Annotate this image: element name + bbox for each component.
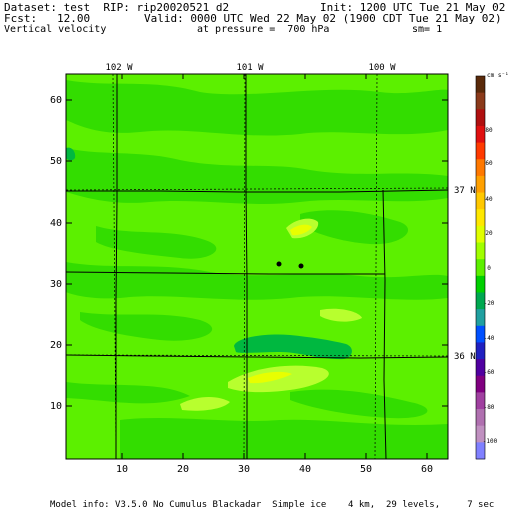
political-boundaries: [66, 74, 448, 459]
colorbar-swatch: [476, 125, 485, 144]
x-tick-label: 10: [116, 464, 128, 475]
colorbar-swatch: [476, 292, 485, 310]
valid-time-label: Valid: 0000 UTC Wed 22 May 02 (1900 CDT …: [144, 12, 502, 25]
y-tick-label: 40: [50, 218, 62, 229]
model-info-footer: Model info: V3.5.0 No Cumulus Blackadar …: [50, 500, 495, 510]
y-tick-label: 60: [50, 95, 62, 106]
colorbar-swatch: [476, 159, 485, 177]
field-name-label: Vertical velocity: [4, 24, 107, 35]
colorbar-tick-label: 0: [487, 265, 491, 272]
x-tick-label: 20: [177, 464, 189, 475]
longitude-label: 101 W: [236, 63, 264, 73]
colorbar-tick-label: 80: [485, 127, 493, 134]
smoothing-label: sm= 1: [412, 24, 443, 35]
colorbar-swatch: [476, 76, 485, 94]
colorbar-swatch: [476, 209, 485, 227]
lat-lon-grid: [66, 74, 448, 459]
latitude-label: 37 N: [454, 186, 476, 196]
colorbar-frame: [475, 75, 486, 460]
colorbar-swatch: [476, 325, 485, 343]
colorbar: [475, 75, 486, 460]
plot-frame: [65, 73, 449, 460]
longitude-label: 102 W: [105, 63, 133, 73]
colorbar-swatch: [476, 409, 485, 427]
colorbar-swatch: [476, 175, 485, 193]
pressure-level-label: at pressure = 700 hPa: [197, 24, 330, 35]
y-tick-label: 10: [50, 401, 62, 412]
colorbar-tick-label: -100: [483, 438, 498, 445]
x-tick-label: 50: [360, 464, 372, 475]
y-tick-label: 20: [50, 340, 62, 351]
colorbar-swatch: [476, 342, 485, 360]
colorbar-tick-label: 40: [485, 196, 493, 203]
colorbar-swatch: [476, 142, 485, 160]
station-marker: [298, 263, 304, 269]
colorbar-swatch: [476, 275, 485, 293]
colorbar-swatch: [476, 242, 485, 260]
colorbar-swatch: [476, 375, 485, 393]
colorbar-tick-label: -80: [484, 404, 495, 411]
colorbar-swatch: [476, 309, 485, 327]
forecast-hour-label: Fcst: 12.00: [4, 12, 91, 25]
colorbar-swatch: [476, 392, 485, 410]
x-tick-label: 40: [299, 464, 311, 475]
colorbar-swatch: [476, 225, 485, 243]
colorbar-tick-label: 60: [485, 160, 493, 167]
x-tick-label: 60: [421, 464, 433, 475]
colorbar-tick-label: 20: [485, 230, 493, 237]
shading-0-level: [66, 80, 448, 459]
shading-negative: [66, 147, 352, 360]
colorbar-tick-label: -20: [484, 300, 495, 307]
colorbar-tick-label: -40: [484, 335, 495, 342]
colorbar-swatch: [476, 192, 485, 210]
shading-positive-strong: [248, 224, 312, 384]
colorbar-tick-label: -60: [484, 369, 495, 376]
longitude-label: 100 W: [368, 63, 396, 73]
axis-ticks: [66, 74, 448, 459]
colorbar-swatch: [476, 259, 485, 277]
colorbar-swatch: [476, 442, 485, 460]
map-plot-area: [66, 74, 448, 459]
colorbar-swatch: [476, 109, 485, 127]
colorbar-swatch: [476, 425, 485, 443]
colorbar-swatch: [476, 92, 485, 110]
latitude-label: 36 N: [454, 352, 476, 362]
x-tick-label: 30: [238, 464, 250, 475]
y-tick-label: 30: [50, 279, 62, 290]
y-tick-label: 50: [50, 156, 62, 167]
station-marker: [276, 261, 282, 267]
colorbar-swatch: [476, 359, 485, 377]
colorbar-units-label: cm s⁻¹: [487, 72, 509, 79]
dataset-label: Dataset: test RIP: rip20020521 d2: [4, 1, 230, 14]
init-time-label: Init: 1200 UTC Tue 21 May 02: [320, 1, 506, 14]
